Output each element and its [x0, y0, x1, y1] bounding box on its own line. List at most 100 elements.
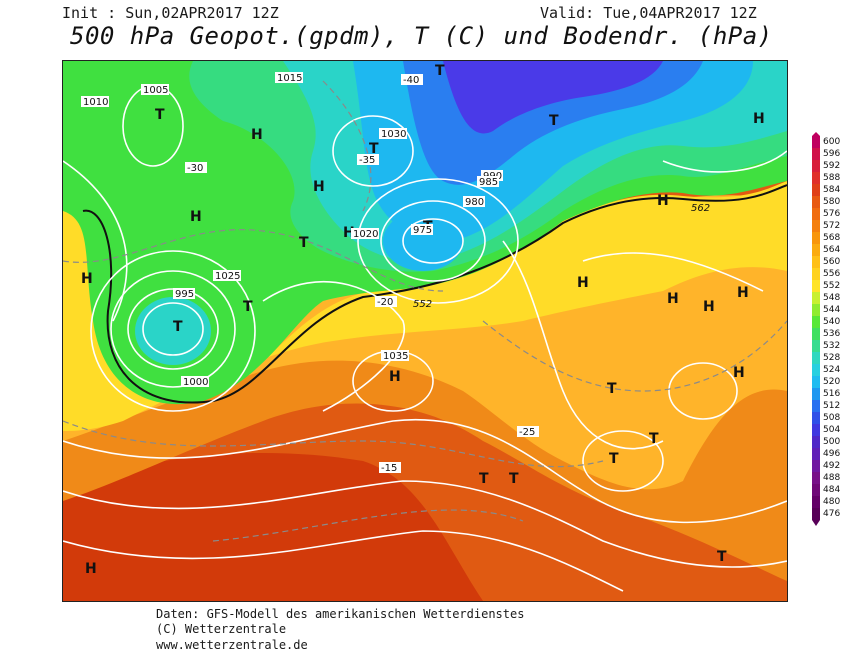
svg-text:1005: 1005 [143, 85, 168, 96]
svg-text:-25: -25 [519, 427, 535, 438]
svg-text:1035: 1035 [383, 351, 408, 362]
isobar-label: 1035 [381, 350, 409, 362]
legend-tick-label: 496 [823, 449, 840, 459]
svg-text:975: 975 [413, 225, 432, 236]
svg-text:1015: 1015 [277, 73, 302, 84]
svg-text:980: 980 [465, 197, 484, 208]
svg-text:-35: -35 [359, 155, 375, 166]
legend-swatch [812, 400, 820, 412]
legend-swatch [812, 460, 820, 472]
low-pressure-marker: T [299, 235, 309, 251]
low-pressure-marker: T [155, 107, 165, 123]
legend-tick-label: 528 [823, 353, 840, 363]
low-pressure-marker: T [435, 63, 445, 79]
isobar-label: 980 [463, 196, 485, 208]
high-pressure-marker: H [753, 111, 765, 127]
legend-swatch [812, 328, 820, 340]
legend-swatch [812, 508, 820, 520]
map-title: 500 hPa Geopot.(gpdm), T (C) und Bodendr… [70, 22, 773, 50]
legend-swatch [812, 472, 820, 484]
svg-text:1025: 1025 [215, 271, 240, 282]
legend-tick-label: 500 [823, 437, 840, 447]
geopotential-label: 562 [691, 203, 710, 214]
footer-data-source: Daten: GFS-Modell des amerikanischen Wet… [156, 607, 525, 621]
legend-tick-label: 568 [823, 233, 840, 243]
svg-text:-40: -40 [403, 75, 419, 86]
legend-swatch [812, 424, 820, 436]
pressure-systems: HHHHHHHHHHHHHHTTTTTTTTTTTTTT [81, 63, 765, 577]
legend-tick-label: 548 [823, 293, 840, 303]
legend-tick-label: 480 [823, 497, 840, 507]
legend-swatch [812, 352, 820, 364]
isobar-label: 1020 [351, 228, 379, 240]
legend-swatch [812, 436, 820, 448]
isobar-label: 995 [173, 288, 195, 300]
low-pressure-marker: T [369, 141, 379, 157]
legend-tick-label: 536 [823, 329, 840, 339]
isotherm-label: -25 [517, 426, 539, 438]
high-pressure-marker: H [81, 271, 93, 287]
legend-swatch [812, 244, 820, 256]
legend-swatch [812, 172, 820, 184]
low-pressure-marker: T [717, 549, 727, 565]
legend-tick-label: 596 [823, 149, 840, 159]
svg-text:995: 995 [175, 289, 194, 300]
legend-swatch [812, 256, 820, 268]
high-pressure-marker: H [733, 365, 745, 381]
weather-map: HHHHHHHHHHHHHHTTTTTTTTTTTTTT 10051010101… [62, 60, 788, 602]
isobars [63, 85, 787, 592]
legend-tick-label: 592 [823, 161, 840, 171]
legend-swatch [812, 160, 820, 172]
cold-pool-low [135, 297, 211, 365]
high-pressure-marker: H [343, 225, 355, 241]
legend-tick-label: 504 [823, 425, 840, 435]
svg-text:1020: 1020 [353, 229, 378, 240]
legend-tick-label: 544 [823, 305, 840, 315]
legend-swatch [812, 340, 820, 352]
legend-swatch [812, 304, 820, 316]
legend-swatch [812, 268, 820, 280]
isotherm-label: -15 [379, 462, 401, 474]
svg-text:1000: 1000 [183, 377, 208, 388]
high-pressure-marker: H [657, 193, 669, 209]
isobar-label: 1015 [275, 72, 303, 84]
legend-tick-label: 524 [823, 365, 840, 375]
high-pressure-marker: H [313, 179, 325, 195]
low-pressure-marker: T [243, 299, 253, 315]
legend-swatch [812, 148, 820, 160]
color-legend: 600 596 592 588 584 580 576 572 568 564 560 556 552 5… [812, 132, 840, 526]
legend-tick-label: 540 [823, 317, 840, 327]
isobar-label: 1010 [81, 96, 109, 108]
legend-tick-label: 560 [823, 257, 840, 267]
legend-tick-label: 484 [823, 485, 840, 495]
low-pressure-marker: T [607, 381, 617, 397]
low-pressure-marker: T [173, 319, 183, 335]
high-pressure-marker: H [703, 299, 715, 315]
svg-text:-20: -20 [377, 297, 393, 308]
high-pressure-marker: H [667, 291, 679, 307]
contour-552 [82, 184, 787, 404]
legend-tick-label: 580 [823, 197, 840, 207]
isobar-label: 1005 [141, 84, 169, 96]
low-pressure-marker: T [609, 451, 619, 467]
legend-swatch [812, 196, 820, 208]
footer-url: www.wetterzentrale.de [156, 638, 308, 652]
legend-bottom-arrow [812, 520, 820, 526]
legend-tick-label: 552 [823, 281, 840, 291]
init-time: Init : Sun,02APR2017 12Z [62, 4, 279, 22]
legend-tick-label: 520 [823, 377, 840, 387]
legend-swatch [812, 376, 820, 388]
legend-top-arrow [812, 132, 820, 136]
footer-copyright: (C) Wetterzentrale [156, 622, 287, 636]
geopotential-label: 552 [413, 299, 432, 310]
legend-swatch [812, 496, 820, 508]
legend-tick-label: 584 [823, 185, 840, 195]
legend-swatch [812, 208, 820, 220]
isobar-label: 1025 [213, 270, 241, 282]
legend-tick-label: 572 [823, 221, 840, 231]
low-pressure-marker: T [649, 431, 659, 447]
low-pressure-marker: T [509, 471, 519, 487]
isotherm-label: -35 [357, 154, 379, 166]
high-pressure-marker: H [251, 127, 263, 143]
legend-swatch [812, 388, 820, 400]
